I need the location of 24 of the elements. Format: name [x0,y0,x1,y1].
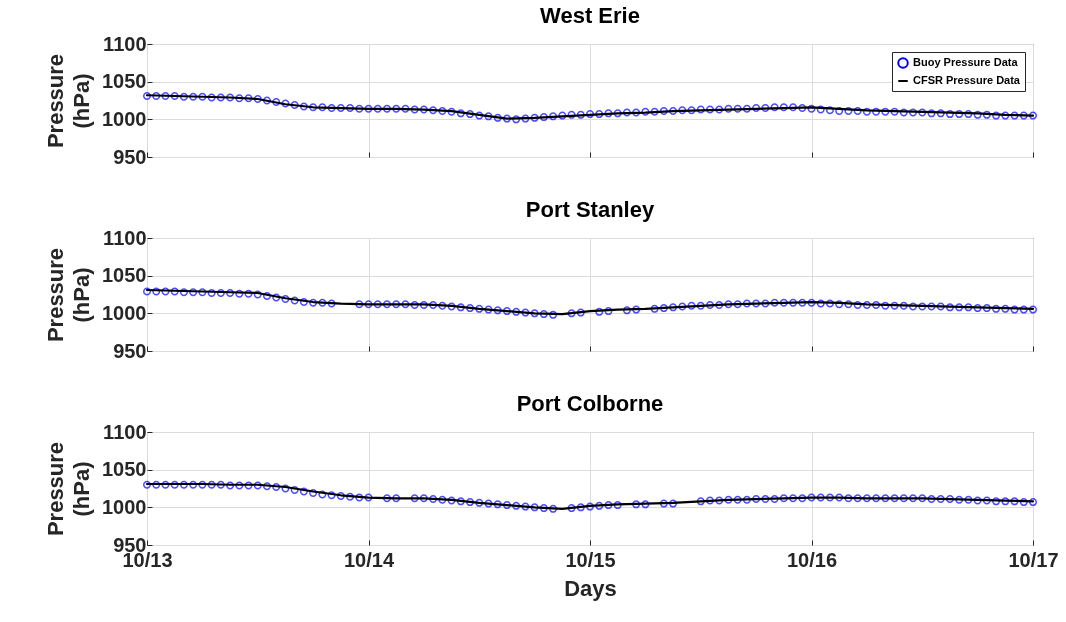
y-axis-title: Pressure (hPa) [43,247,95,343]
y-tick-label: 1100 [103,32,147,55]
y-axis-title: Pressure (hPa) [43,441,95,537]
y-tick-label: 1050 [102,458,147,481]
y-tick-label: 1100 [103,420,147,443]
y-tick-label: 1050 [102,264,147,287]
y-tick-label: 950 [113,145,147,168]
x-tick-label: 10/16 [786,548,838,571]
chart-title: West Erie [540,3,640,28]
x-axis-title: Days [564,575,617,601]
y-tick-label: 1000 [102,107,147,130]
y-tick-label: 1050 [102,70,147,93]
x-tick-label: 10/15 [565,548,616,571]
legend-label: CFSR Pressure Data [913,74,1021,86]
y-axis-title: Pressure (hPa) [43,53,95,149]
legend-label: Buoy Pressure Data [913,56,1019,68]
chart-title: Port Stanley [525,197,655,222]
y-tick-label: 1100 [103,226,147,249]
y-tick-label: 1000 [102,301,147,324]
x-tick-label: 10/14 [343,548,395,571]
x-tick-label: 10/17 [1008,548,1059,571]
chart-title: Port Colborne [516,391,664,416]
y-tick-label: 950 [113,339,147,362]
y-tick-label: 1000 [102,495,147,518]
